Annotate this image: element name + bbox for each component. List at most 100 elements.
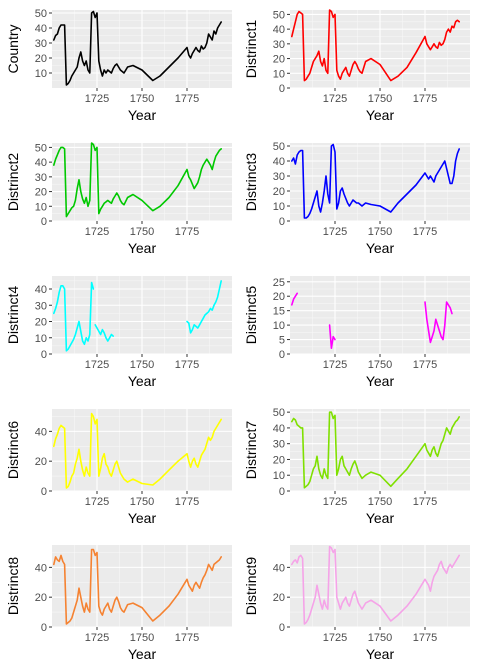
x-tick-label: 1775: [175, 496, 199, 508]
y-axis-title: Distrinct7: [243, 421, 259, 480]
x-tick-label: 1750: [368, 496, 392, 508]
y-axis-title: Distrinct9: [243, 557, 259, 616]
y-tick-label: 20: [273, 54, 285, 66]
x-axis-title: Year: [366, 510, 395, 526]
series-line-0: [53, 142, 222, 218]
y-tick-label: 0: [279, 83, 285, 95]
y-tick-label: 10: [35, 333, 47, 345]
y-tick-label: 40: [35, 23, 47, 35]
x-axis-title: Year: [128, 240, 157, 256]
x-axis-title: Year: [128, 373, 157, 389]
x-tick-label: 1775: [175, 359, 199, 371]
x-tick-label: 1775: [175, 93, 199, 105]
x-tick-label: 1725: [323, 632, 347, 644]
x-tick-label: 1775: [413, 496, 437, 508]
y-axis-title: Distrinct2: [5, 153, 21, 212]
x-tick-label: 1775: [413, 93, 437, 105]
y-tick-label: 10: [273, 320, 285, 332]
y-tick-label: 20: [35, 53, 47, 65]
y-tick-label: 30: [35, 38, 47, 50]
panel-6: 1725 1750 1775 0 20 40 Year Distrinct6: [5, 409, 232, 526]
panel-4: 1725 1750 1775 0 10 20 30 40 Year Distrinct4: [5, 276, 232, 389]
x-axis-title: Year: [366, 240, 395, 256]
panel-5: 1725 1750 1775 0 5 10 15 20 25 Year Distrinct5: [243, 276, 470, 389]
x-axis-title: Year: [366, 646, 395, 662]
y-axis-title: Distrinct4: [5, 286, 21, 345]
x-tick-label: 1750: [368, 359, 392, 371]
series-line-2: [186, 280, 222, 334]
x-tick-label: 1725: [85, 226, 109, 238]
panel-8: 1725 1750 1775 0 20 40 Year Distrinct8: [5, 545, 232, 662]
x-tick-label: 1775: [413, 359, 437, 371]
panel-9: 1725 1750 1775 0 20 40 Year Distrinct9: [243, 545, 470, 662]
y-tick-label: 20: [273, 291, 285, 303]
series-line-0: [53, 548, 222, 625]
panel-3: 1725 1750 1775 0 10 20 30 40 50 Year Distrinct3: [243, 141, 470, 256]
x-tick-label: 1725: [323, 359, 347, 371]
y-tick-label: 50: [35, 142, 47, 154]
y-tick-label: 0: [41, 216, 47, 228]
x-tick-label: 1750: [130, 93, 154, 105]
panel-2: 1725 1750 1775 0 10 20 30 40 50 Year Distrinct2: [5, 142, 232, 256]
y-axis-title: Distrinct1: [243, 20, 259, 79]
y-tick-label: 15: [273, 306, 285, 318]
y-tick-label: 30: [273, 439, 285, 451]
y-tick-label: 20: [35, 592, 47, 604]
x-tick-label: 1775: [413, 632, 437, 644]
y-tick-label: 40: [35, 426, 47, 438]
x-tick-label: 1750: [368, 226, 392, 238]
y-axis-title: Country: [5, 24, 21, 73]
y-tick-label: 5: [279, 335, 285, 347]
y-tick-label: 0: [279, 622, 285, 634]
series-line-1: [94, 324, 114, 342]
y-tick-label: 40: [273, 562, 285, 574]
x-tick-label: 1725: [85, 93, 109, 105]
x-tick-label: 1750: [368, 632, 392, 644]
series-line-0: [291, 292, 298, 306]
x-tick-label: 1725: [85, 632, 109, 644]
y-axis-title: Distrinct8: [5, 557, 21, 616]
y-tick-label: 50: [273, 407, 285, 419]
y-axis-title: Distrinct3: [243, 153, 259, 212]
y-tick-label: 20: [35, 317, 47, 329]
y-tick-label: 10: [273, 201, 285, 213]
series-line-0: [291, 143, 460, 219]
x-tick-label: 1725: [323, 226, 347, 238]
y-tick-label: 30: [273, 39, 285, 51]
y-tick-label: 10: [273, 470, 285, 482]
x-axis-title: Year: [128, 646, 157, 662]
y-tick-label: 50: [273, 141, 285, 153]
x-tick-label: 1750: [368, 93, 392, 105]
y-tick-label: 40: [273, 156, 285, 168]
y-tick-label: 30: [35, 172, 47, 184]
series-line-2: [424, 301, 453, 344]
y-tick-label: 10: [35, 68, 47, 80]
y-tick-label: 40: [35, 157, 47, 169]
y-tick-label: 0: [41, 349, 47, 361]
series-line-0: [291, 9, 460, 82]
y-tick-label: 40: [273, 24, 285, 36]
series-line-0: [291, 545, 460, 625]
y-tick-label: 40: [35, 284, 47, 296]
x-tick-label: 1725: [323, 93, 347, 105]
y-tick-label: 25: [273, 277, 285, 289]
y-tick-label: 0: [279, 486, 285, 498]
x-tick-label: 1775: [413, 226, 437, 238]
y-tick-label: 40: [273, 423, 285, 435]
series-line-0: [53, 10, 222, 86]
panel-0: 1725 1750 1775 10 20 30 40 50 Year Country: [5, 8, 232, 123]
x-axis-title: Year: [128, 510, 157, 526]
x-axis-title: Year: [366, 107, 395, 123]
y-tick-label: 40: [35, 562, 47, 574]
y-tick-label: 20: [273, 454, 285, 466]
y-tick-label: 10: [273, 68, 285, 80]
y-tick-label: 50: [35, 8, 47, 20]
panel-7: 1725 1750 1775 0 10 20 30 40 50 Year Distrinct7: [243, 407, 470, 526]
x-axis-title: Year: [366, 373, 395, 389]
y-axis-title: Distrinct6: [5, 421, 21, 480]
x-tick-label: 1750: [130, 632, 154, 644]
panel-1: 1725 1750 1775 0 10 20 30 40 50 Year Distrinct1: [243, 9, 470, 123]
y-tick-label: 30: [273, 171, 285, 183]
x-tick-label: 1725: [323, 496, 347, 508]
